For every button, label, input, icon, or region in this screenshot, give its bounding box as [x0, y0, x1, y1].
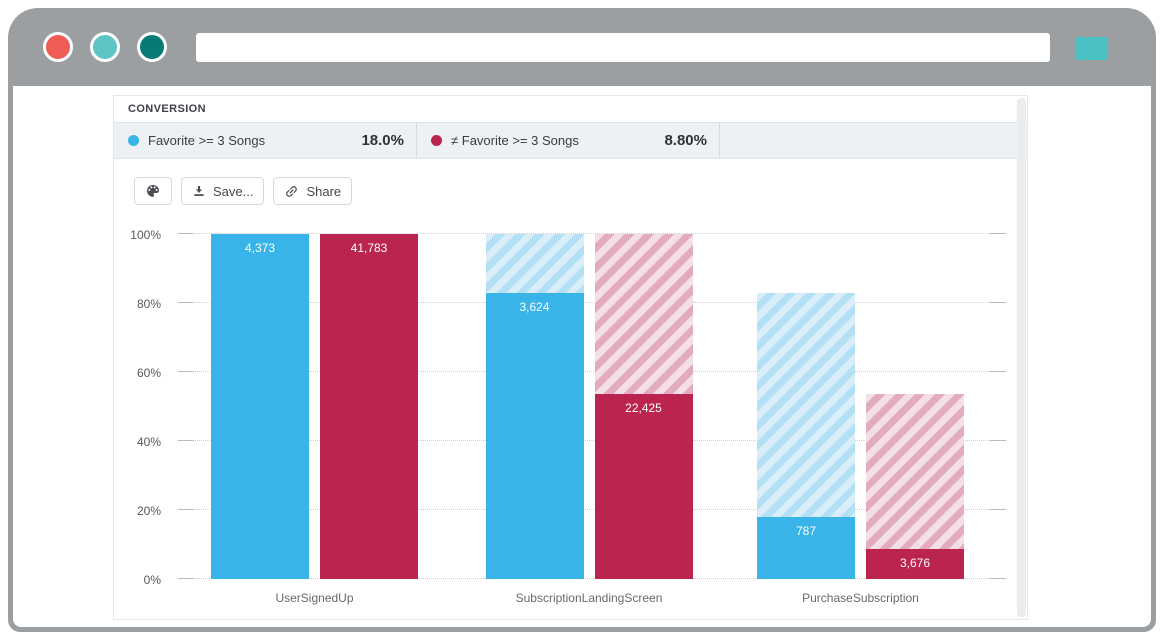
y-axis-label: 60%: [136, 366, 161, 380]
bar-value-label: 22,425: [625, 400, 662, 415]
x-axis-label: UserSignedUp: [275, 591, 354, 605]
bar-value-label: 3,676: [899, 555, 931, 570]
legend-item[interactable]: Favorite >= 3 Songs 18.0%: [114, 123, 417, 158]
legend-label: Favorite >= 3 Songs: [148, 133, 266, 148]
y-axis-label: 20%: [136, 504, 161, 518]
save-button[interactable]: Save...: [181, 177, 265, 205]
traffic-light-maximize[interactable]: [137, 32, 167, 62]
report-panel: CONVERSION Favorite >= 3 Songs 18.0% ≠ F…: [113, 95, 1028, 620]
y-axis-label: 0%: [143, 573, 161, 587]
gridline: [178, 371, 1006, 372]
funnel-chart: 0% 20% 40% 60% 80% 100% 4,373 41,783 UserSignedU…: [114, 96, 1027, 619]
bar-value-label: 41,783: [350, 241, 388, 255]
download-icon: [192, 184, 206, 198]
y-axis-label: 100%: [130, 228, 161, 242]
chart-toolbar: Save... Share: [134, 177, 353, 205]
series-a-dot-icon: [128, 135, 139, 146]
x-axis-label: PurchaseSubscription: [802, 591, 919, 605]
share-button[interactable]: Share: [273, 177, 353, 205]
legend-conversion-value: 18.0%: [361, 132, 404, 149]
y-axis-label: 40%: [136, 435, 161, 449]
funnel-bar[interactable]: 41,783: [320, 234, 418, 579]
legend-row: Favorite >= 3 Songs 18.0% ≠ Favorite >= …: [114, 123, 1027, 159]
gridline: [178, 578, 1006, 579]
legend-item[interactable]: ≠ Favorite >= 3 Songs 8.80%: [417, 123, 720, 158]
panel-scrollbar[interactable]: [1017, 98, 1026, 617]
share-label: Share: [306, 183, 342, 199]
traffic-light-minimize[interactable]: [90, 32, 120, 62]
gridline: [178, 440, 1006, 441]
legend-label: ≠ Favorite >= 3 Songs: [451, 133, 579, 148]
link-icon: [284, 184, 299, 199]
funnel-reference-bar[interactable]: [866, 393, 964, 579]
plot-area: 0% 20% 40% 60% 80% 100% 4,373 41,783 UserSignedU…: [130, 228, 1006, 605]
bar-value-label: 3,624: [519, 300, 550, 314]
browser-action-button[interactable]: [1076, 37, 1108, 60]
palette-icon: [145, 183, 161, 199]
funnel-bar[interactable]: 22,425: [594, 393, 693, 579]
gridline: [178, 509, 1006, 510]
funnel-bar[interactable]: 4,373: [211, 234, 309, 579]
panel-header: CONVERSION: [114, 96, 1027, 123]
gridline: [178, 233, 1006, 234]
gridline: [178, 302, 1006, 303]
bar-value-label: 787: [795, 523, 817, 538]
panel-title: CONVERSION: [128, 103, 206, 115]
traffic-light-close[interactable]: [43, 32, 73, 62]
address-bar-input[interactable]: [196, 33, 1050, 62]
funnel-bar[interactable]: 3,624: [485, 293, 584, 579]
x-axis-label: SubscriptionLandingScreen: [515, 591, 663, 605]
y-axis-label: 80%: [136, 297, 161, 311]
save-label: Save...: [213, 183, 254, 199]
bar-value-label: 4,373: [244, 241, 276, 255]
funnel-bar[interactable]: 3,676: [866, 548, 964, 579]
funnel-bar[interactable]: 787: [757, 516, 855, 579]
legend-conversion-value: 8.80%: [664, 132, 707, 149]
color-palette-button[interactable]: [134, 177, 172, 205]
series-b-dot-icon: [431, 135, 442, 146]
